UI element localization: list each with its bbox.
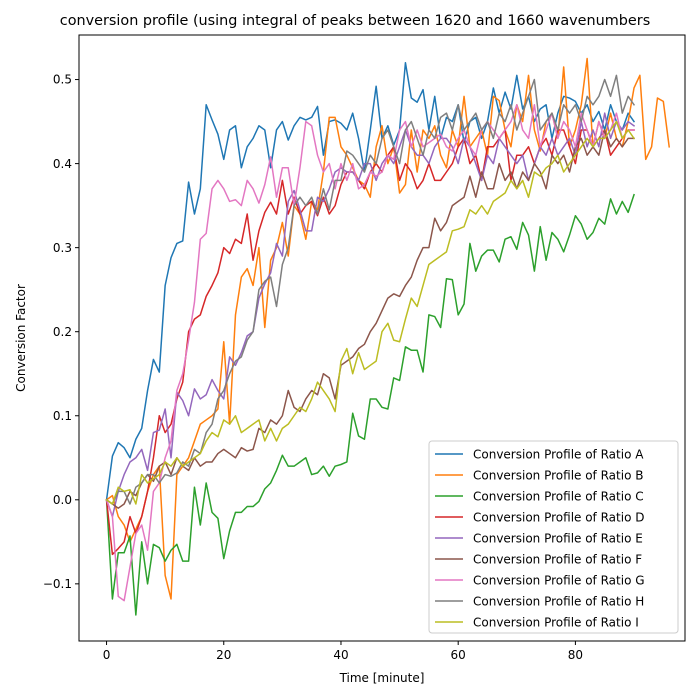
legend-label: Conversion Profile of Ratio G	[473, 574, 645, 588]
series-line-a	[105, 61, 636, 501]
y-tick-label: −0.1	[43, 577, 72, 591]
y-tick-label: 0.4	[53, 157, 72, 171]
plot-frame	[78, 34, 686, 642]
y-axis-label: Conversion Factor	[14, 284, 28, 392]
series-line-h	[105, 74, 636, 505]
series-line-e	[105, 112, 636, 518]
x-tick-label: 40	[333, 648, 348, 662]
y-tick-label: 0.1	[53, 409, 72, 423]
legend-label: Conversion Profile of Ratio C	[473, 490, 644, 504]
y-tick-label: 0.0	[53, 493, 72, 507]
chart-title: conversion profile (using integral of pe…	[60, 13, 650, 29]
series-layer	[105, 57, 671, 616]
legend-label: Conversion Profile of Ratio H	[473, 595, 644, 609]
legend-label: Conversion Profile of Ratio D	[473, 511, 644, 525]
legend-label: Conversion Profile of Ratio A	[473, 448, 644, 462]
series-line-c	[105, 193, 635, 616]
legend-label: Conversion Profile of Ratio B	[473, 469, 643, 483]
x-tick-label: 20	[216, 648, 231, 662]
series-line-g	[105, 104, 635, 602]
x-tick-label: 60	[451, 648, 466, 662]
legend-label: Conversion Profile of Ratio E	[473, 532, 643, 546]
legend: Conversion Profile of Ratio A Conversion …	[428, 440, 679, 634]
series-line-i	[105, 120, 636, 505]
y-axis: −0.1 0.0 0.1 0.2 0.3 0.4 0.5	[43, 73, 79, 591]
x-axis-label: Time [minute]	[339, 671, 425, 685]
legend-label: Conversion Profile of Ratio I	[473, 616, 639, 630]
legend-box	[428, 440, 679, 634]
y-tick-label: 0.3	[53, 241, 72, 255]
legend-label: Conversion Profile of Ratio F	[473, 553, 642, 567]
y-tick-label: 0.5	[53, 73, 72, 87]
x-tick-label: 0	[103, 648, 111, 662]
y-tick-label: 0.2	[53, 325, 72, 339]
series-line-b	[105, 57, 671, 600]
x-tick-label: 80	[568, 648, 583, 662]
x-axis: 0 20 40 60 80	[103, 641, 583, 662]
